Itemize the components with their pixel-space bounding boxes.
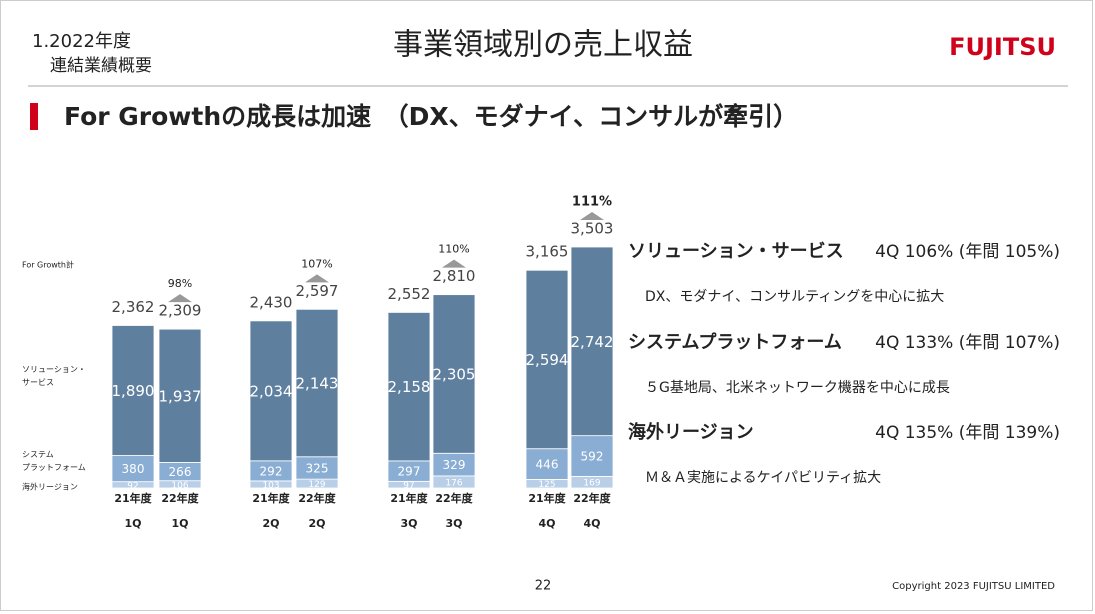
note-text: Ｍ＆Ａ実施によるケイパビリティ拡大	[645, 470, 881, 486]
quarter-label: 1Q	[124, 517, 141, 530]
segment-label: 2,742	[571, 333, 614, 351]
bar-segment	[249, 320, 293, 462]
bar-segment	[387, 312, 431, 462]
quarter-label: 4Q	[583, 517, 600, 530]
year-label: 22年度	[298, 491, 336, 505]
segment-label: 292	[260, 464, 283, 478]
chart: 92 380 1,890 2,362 21年度 1Q 106 266 1,937 2,309 22年…	[22, 194, 613, 530]
segment-label: 325	[306, 461, 329, 475]
total-label: 3,165	[526, 243, 569, 261]
year-label: 22年度	[435, 491, 473, 505]
year-label: 21年度	[390, 491, 428, 505]
segment-label: 176	[445, 478, 462, 488]
total-label: 2,362	[112, 298, 155, 316]
note-title: ソリューション・サービス	[628, 241, 844, 262]
total-label: 2,552	[388, 285, 431, 303]
segment-label: 103	[262, 481, 279, 491]
quarter-label: 1Q	[171, 517, 188, 530]
note-text: ５G基地局、北米ネットワーク機器を中心に成長	[645, 379, 950, 396]
total-label: 2,430	[250, 293, 293, 311]
quarter-label: 2Q	[262, 517, 279, 530]
total-label: 3,503	[571, 219, 614, 237]
section-sub: 連結業績概要	[50, 56, 152, 76]
segment-label: 97	[403, 481, 414, 491]
bar-segment	[158, 328, 202, 463]
page-number: 22	[535, 579, 552, 594]
copyright: Copyright 2023 FUJITSU LIMITED	[892, 581, 1055, 592]
segment-label: 1,937	[159, 387, 202, 405]
growth-arrow	[305, 274, 329, 283]
year-label: 22年度	[573, 491, 611, 505]
segment-label: 169	[583, 479, 600, 489]
segment-label: 125	[538, 480, 555, 490]
growth-label: 107%	[301, 257, 332, 270]
segment-label: 2,143	[296, 375, 339, 393]
total-label: 2,597	[296, 282, 339, 300]
segment-label: 129	[308, 480, 325, 490]
bar-segment	[295, 308, 339, 458]
segment-label: 2,594	[526, 351, 569, 369]
year-label: 22年度	[161, 491, 199, 505]
bar-segment	[111, 325, 155, 456]
growth-label: 110%	[438, 243, 469, 256]
growth-label: 98%	[168, 277, 192, 290]
segment-label: 297	[398, 465, 421, 479]
segment-label: 1,890	[112, 382, 155, 400]
note-text: DX、モダナイ、コンサルティングを中心に拡大	[645, 289, 944, 305]
logo: FUJITSU	[949, 33, 1056, 61]
growth-arrow	[442, 259, 466, 268]
segment-label: 266	[169, 465, 192, 479]
note-metric: 4Q 106% (年間 105%)	[875, 242, 1060, 262]
slide-title: 事業領域別の売上収益	[393, 28, 693, 63]
quarter-label: 3Q	[400, 517, 417, 530]
headline-marker	[30, 103, 38, 130]
growth-arrow	[580, 211, 604, 220]
legend-label: For Growth計	[22, 260, 74, 270]
bar-segment	[570, 246, 614, 437]
segment-label: 592	[581, 450, 604, 464]
note-metric: 4Q 135% (年間 139%)	[875, 423, 1060, 443]
note-metric: 4Q 133% (年間 107%)	[875, 333, 1060, 353]
segment-label: 2,158	[388, 378, 431, 396]
quarter-label: 4Q	[538, 517, 555, 530]
legend-label: ソリューション・サービス	[22, 365, 86, 387]
segment-label: 106	[171, 481, 188, 491]
bar-segment	[525, 448, 569, 480]
segment-label: 380	[122, 462, 145, 476]
bar-segment	[570, 435, 614, 477]
quarter-label: 2Q	[308, 517, 325, 530]
growth-label: 111%	[572, 194, 612, 209]
note-title: システムプラットフォーム	[628, 331, 842, 353]
total-label: 2,810	[433, 267, 476, 285]
year-label: 21年度	[252, 491, 290, 505]
segment-label: 2,305	[433, 365, 476, 383]
headline: For Growthの成長は加速 （DX、モダナイ、コンサルが牽引）	[64, 102, 798, 131]
quarter-label: 3Q	[445, 517, 462, 530]
year-label: 21年度	[528, 491, 566, 505]
notes: ソリューション・サービス 4Q 106% (年間 105%) DX、モダナイ、コンサ…	[628, 241, 1060, 486]
year-label: 21年度	[114, 491, 152, 505]
bar-segment	[432, 294, 476, 454]
segment-label: 2,034	[250, 382, 293, 400]
total-label: 2,309	[159, 302, 202, 320]
segment-label: 329	[443, 458, 466, 472]
legend-label: 海外リージョン	[22, 482, 78, 492]
growth-arrow	[168, 294, 192, 303]
segment-label: 446	[536, 458, 559, 472]
section: 1.2022年度	[32, 31, 131, 52]
segment-label: 92	[127, 481, 138, 491]
legend-label: システムプラットフォーム	[22, 450, 86, 472]
bar-segment	[525, 269, 569, 450]
note-title: 海外リージョン	[628, 421, 754, 443]
